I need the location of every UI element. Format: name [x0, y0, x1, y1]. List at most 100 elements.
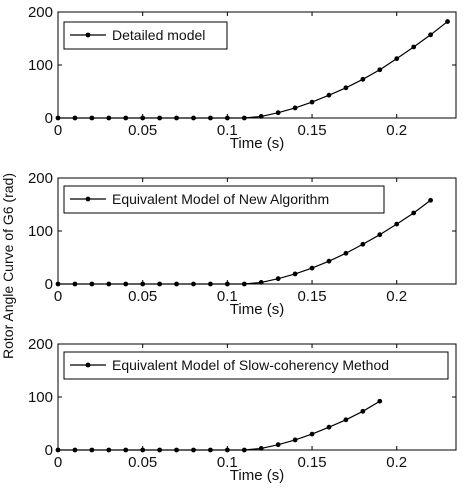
data-point — [377, 67, 383, 73]
data-point — [309, 431, 315, 437]
data-point — [360, 76, 366, 82]
data-point — [275, 276, 281, 282]
y-tick-label: 0 — [45, 110, 53, 127]
data-point — [292, 271, 298, 277]
x-tick-labels: 0 0.05 0.1 0.15 0.2 — [54, 454, 407, 471]
data-point — [123, 447, 129, 453]
data-point — [343, 250, 349, 256]
y-tick-label: 200 — [28, 170, 53, 187]
subplot-3: 0 100 200 0 0.05 0.1 0.15 0.2 Equivalent Model… — [28, 336, 457, 484]
data-point — [72, 281, 78, 287]
series-markers — [55, 398, 383, 453]
data-point — [258, 280, 264, 285]
y-tick-label: 200 — [28, 336, 53, 353]
data-point — [157, 115, 163, 121]
data-point — [326, 258, 332, 264]
data-point — [428, 197, 433, 203]
series-line-detailed-model — [58, 21, 448, 119]
x-tick-label: 0.1 — [217, 454, 238, 471]
data-point — [377, 232, 383, 238]
data-point — [309, 265, 315, 271]
x-tick-label: 0.15 — [297, 454, 326, 471]
data-point — [275, 110, 281, 116]
data-point — [89, 115, 95, 121]
data-point — [191, 447, 196, 453]
data-point — [445, 19, 450, 24]
x-tick-label: 0 — [54, 122, 62, 139]
x-tick-labels: 0 0.05 0.1 0.15 0.2 — [54, 122, 407, 139]
data-point — [106, 447, 112, 453]
data-point — [89, 281, 95, 287]
data-point — [174, 447, 179, 453]
x-tick-label: 0.1 — [217, 288, 238, 305]
data-point — [275, 442, 281, 448]
y-tick-label: 200 — [28, 4, 53, 21]
data-point — [241, 447, 247, 453]
data-point — [191, 281, 196, 287]
data-point — [360, 408, 366, 414]
x-tick-label: 0.2 — [386, 122, 407, 139]
data-point — [106, 281, 112, 287]
legend-box — [63, 351, 449, 380]
subplot-1: 0 100 200 0 0.05 0.1 0.15 0.2 Detailed model T… — [28, 4, 457, 152]
tick-marks — [57, 11, 456, 119]
data-point — [55, 447, 61, 453]
x-tick-label: 0.15 — [297, 288, 326, 305]
data-point — [326, 424, 332, 430]
data-point — [55, 115, 61, 121]
x-tick-label: 0.05 — [128, 122, 157, 139]
data-point — [191, 115, 196, 121]
legend-marker-sample — [85, 196, 91, 202]
data-point — [258, 446, 264, 451]
data-point — [72, 447, 78, 453]
data-point — [224, 281, 230, 287]
x-axis-label: Time (s) — [230, 467, 284, 484]
y-tick-labels: 0 100 200 — [28, 336, 53, 459]
data-point — [157, 281, 163, 287]
figure-y-axis-label: Rotor Angle Curve of G6 (rad) — [0, 173, 16, 359]
legend-label: Equivalent Model of New Algorithm — [112, 191, 329, 207]
y-tick-labels: 0 100 200 — [28, 170, 53, 293]
data-point — [309, 99, 315, 105]
x-tick-label: 0.2 — [386, 288, 407, 305]
data-point — [360, 241, 366, 247]
legend-marker-sample — [85, 362, 91, 368]
x-tick-label: 0.05 — [128, 454, 157, 471]
data-point — [208, 281, 213, 287]
legend: Equivalent Model of New Algorithm — [63, 185, 385, 214]
y-tick-label: 100 — [28, 223, 53, 240]
x-axis-label: Time (s) — [230, 301, 284, 318]
data-point — [174, 115, 179, 121]
x-tick-label: 0.15 — [297, 122, 326, 139]
data-point — [140, 281, 146, 287]
y-tick-label: 100 — [28, 389, 53, 406]
data-point — [326, 92, 332, 98]
data-point — [157, 447, 163, 453]
y-tick-label: 100 — [28, 57, 53, 74]
x-tick-label: 0 — [54, 288, 62, 305]
legend-marker-sample — [85, 32, 91, 38]
x-axis-label: Time (s) — [230, 135, 284, 152]
data-point — [428, 32, 433, 38]
data-point — [411, 44, 417, 50]
data-point — [174, 281, 179, 287]
data-point — [140, 447, 146, 453]
legend: Detailed model — [63, 21, 228, 50]
data-point — [89, 447, 95, 453]
x-tick-label: 0.1 — [217, 122, 238, 139]
legend-label: Equivalent Model of Slow-coherency Metho… — [112, 357, 389, 373]
legend: Equivalent Model of Slow-coherency Metho… — [63, 351, 449, 380]
data-point — [394, 56, 400, 62]
data-point — [258, 114, 264, 119]
data-point — [106, 115, 112, 121]
data-point — [72, 115, 78, 121]
subplot-2: 0 100 200 0 0.05 0.1 0.15 0.2 Equivalent Model… — [28, 170, 457, 318]
data-point — [292, 437, 298, 443]
series-markers — [55, 19, 450, 121]
data-point — [377, 398, 383, 404]
data-point — [241, 281, 247, 287]
data-point — [55, 281, 61, 287]
data-point — [411, 210, 417, 216]
data-point — [343, 85, 349, 91]
